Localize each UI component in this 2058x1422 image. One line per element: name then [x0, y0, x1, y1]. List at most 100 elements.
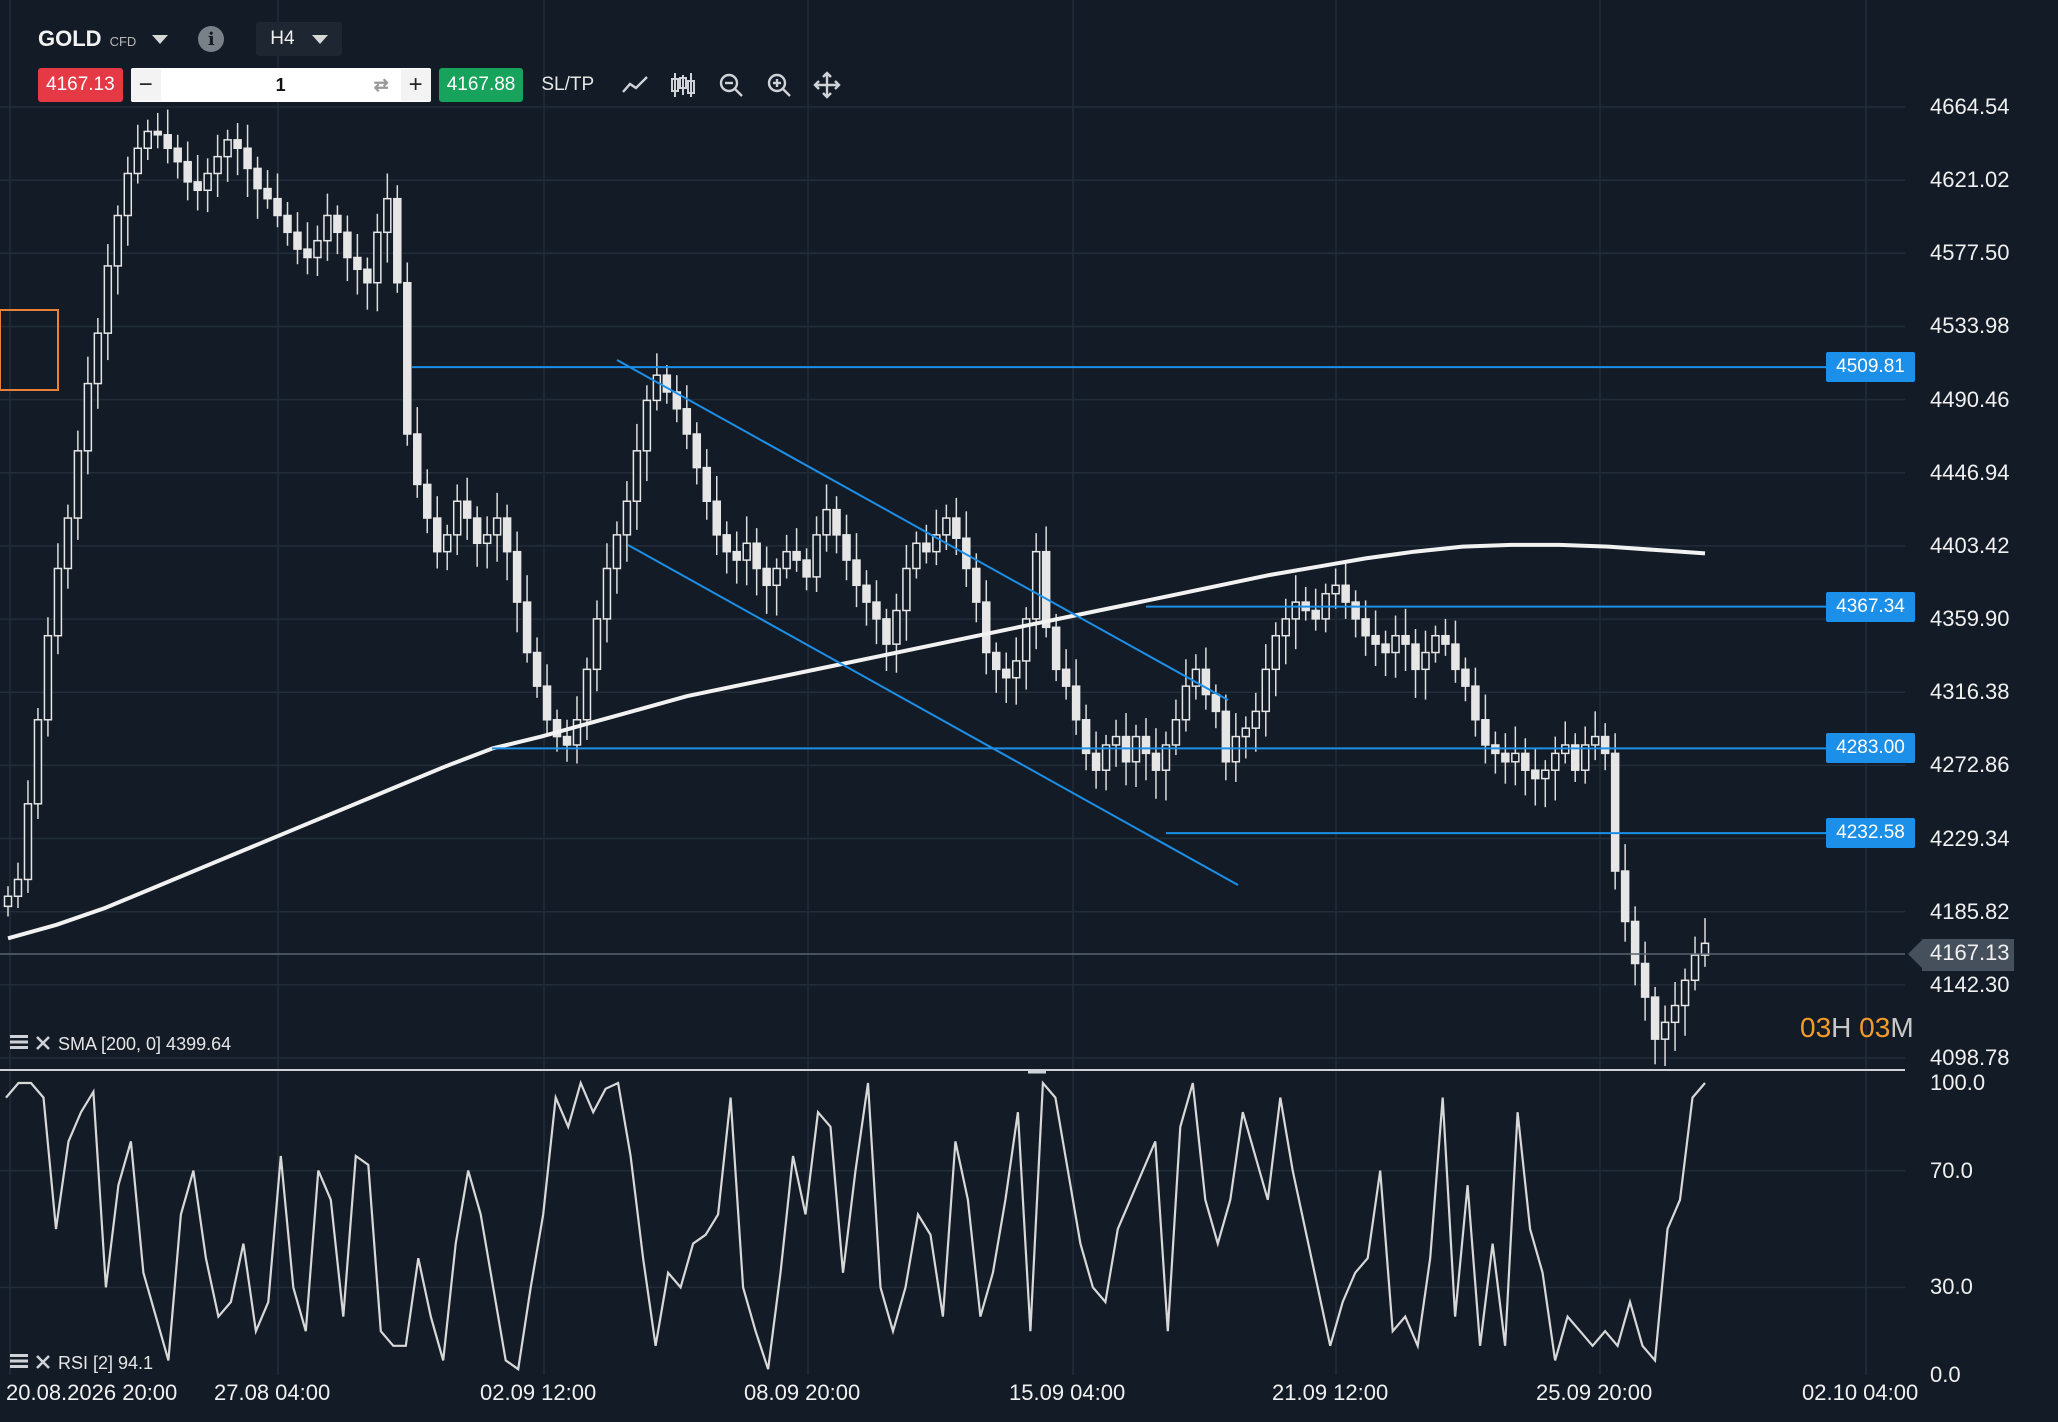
channel-upper-line[interactable]: [616, 359, 1229, 701]
horizontal-levels[interactable]: [412, 366, 1826, 835]
price-axis-label: 4316.38: [1930, 679, 2010, 705]
symbol-bar: GOLD CFD i H4: [38, 22, 343, 56]
current-price-badge-pointer: [1908, 940, 1922, 968]
rsi-axis-label: 30.0: [1930, 1274, 1973, 1300]
candle-body: [932, 534, 941, 553]
level-badge[interactable]: 4509.81: [1826, 352, 1915, 383]
time-axis-label: 02.10 04:00: [1802, 1380, 1919, 1405]
menu-icon[interactable]: [10, 1034, 28, 1055]
candle-body: [592, 618, 602, 671]
sltp-button[interactable]: SL/TP: [541, 74, 595, 95]
time-axis-label: 21.09 12:00: [1272, 1380, 1389, 1405]
candle-body: [413, 433, 422, 486]
candle-body: [1650, 996, 1660, 1040]
candle-body: [383, 197, 392, 234]
candle-body: [1161, 744, 1171, 771]
candle-body: [512, 550, 522, 603]
candle-body: [702, 466, 712, 502]
candle-body: [1640, 962, 1650, 998]
zoom-in-icon[interactable]: [762, 68, 796, 102]
candle-body: [1291, 601, 1300, 620]
candle-body: [1501, 752, 1510, 763]
sma-legend[interactable]: SMA [200, 0] 4399.64: [10, 1034, 231, 1055]
candle-body: [442, 534, 452, 553]
buy-price-button[interactable]: 4167.88: [438, 68, 524, 102]
candle-body: [822, 508, 831, 536]
candle-body: [672, 391, 682, 410]
candlestick-icon[interactable]: [666, 68, 700, 102]
rsi-legend[interactable]: RSI [2] 94.1: [10, 1353, 153, 1374]
candle-body: [223, 139, 232, 158]
price-axis-label: 4229.34: [1930, 825, 2010, 851]
channel-lower-line[interactable]: [627, 544, 1239, 886]
candle-body: [1551, 752, 1560, 771]
candle-body: [1081, 719, 1091, 755]
swap-icon[interactable]: ⇄: [373, 74, 389, 95]
symbol-dropdown-icon[interactable]: [152, 34, 169, 44]
sma-label: SMA [200, 0] 4399.64: [58, 1034, 232, 1054]
candle-body: [93, 332, 103, 385]
level-badge[interactable]: 4283.00: [1826, 733, 1915, 764]
candle-body: [1451, 643, 1460, 671]
sma-line: [7, 542, 1706, 941]
symbol-name[interactable]: GOLD: [38, 26, 102, 51]
quantity-value: 1: [275, 74, 286, 95]
level-badge[interactable]: 4232.58: [1826, 818, 1915, 849]
menu-icon[interactable]: [10, 1353, 28, 1374]
candle-body: [33, 719, 43, 805]
candle-body: [1261, 668, 1271, 713]
candle-body: [1391, 634, 1400, 654]
candle-body: [193, 181, 202, 192]
sell-price-button[interactable]: 4167.13: [38, 68, 123, 102]
zoom-out-icon[interactable]: [714, 68, 748, 102]
quantity-stepper[interactable]: − 1 ⇄ +: [130, 68, 431, 102]
time-axis-label: 20.08.2026 20:00: [6, 1380, 178, 1405]
candle-body: [403, 281, 412, 435]
candle-body: [1590, 735, 1600, 746]
candle-body: [972, 567, 981, 603]
price-axis-label: 4533.98: [1930, 313, 2010, 339]
candle-body: [263, 187, 272, 200]
candle-body: [1201, 668, 1211, 696]
decrease-quantity-button[interactable]: −: [130, 69, 161, 101]
candle-body: [1351, 601, 1360, 620]
rsi-label: RSI [2] 94.1: [58, 1353, 154, 1373]
candle-body: [1541, 769, 1550, 780]
candle-body: [722, 534, 731, 553]
rsi-line: [5, 1079, 1706, 1372]
price-axis-label: 4098.78: [1930, 1045, 2010, 1070]
candle-body: [63, 517, 73, 570]
candle-body: [1620, 870, 1630, 923]
candle-body: [692, 433, 702, 469]
candle-body: [363, 268, 372, 284]
candle-body: [802, 559, 811, 578]
candle-body: [1221, 710, 1231, 763]
candle-body: [982, 601, 991, 654]
timeframe-dropdown-icon: [312, 34, 329, 44]
candle-body: [1481, 719, 1490, 746]
move-icon[interactable]: [810, 68, 844, 102]
symbol-type: CFD: [109, 33, 137, 49]
candle-body: [1471, 685, 1480, 721]
level-badge[interactable]: 4367.34: [1826, 591, 1915, 622]
candle-body: [532, 651, 542, 687]
candle-body: [552, 719, 562, 738]
candle-body: [602, 567, 612, 620]
candle-body: [13, 878, 23, 898]
line-chart-icon[interactable]: [618, 68, 652, 102]
quantity-field[interactable]: 1 ⇄: [161, 69, 401, 101]
trend-lines[interactable]: [616, 359, 1239, 886]
highlight-box: [0, 309, 59, 391]
candle-body: [123, 172, 133, 217]
info-icon[interactable]: i: [198, 26, 225, 52]
candle-body: [1091, 752, 1101, 771]
remove-indicator-icon[interactable]: [36, 1353, 50, 1374]
countdown-m-unit: M: [1890, 1012, 1914, 1043]
timeframe-select[interactable]: H4: [256, 22, 343, 56]
candle-body: [852, 559, 861, 587]
remove-indicator-icon[interactable]: [36, 1034, 50, 1055]
candle-body: [462, 500, 472, 519]
increase-quantity-button[interactable]: +: [400, 69, 431, 101]
candle-body: [1690, 954, 1700, 982]
